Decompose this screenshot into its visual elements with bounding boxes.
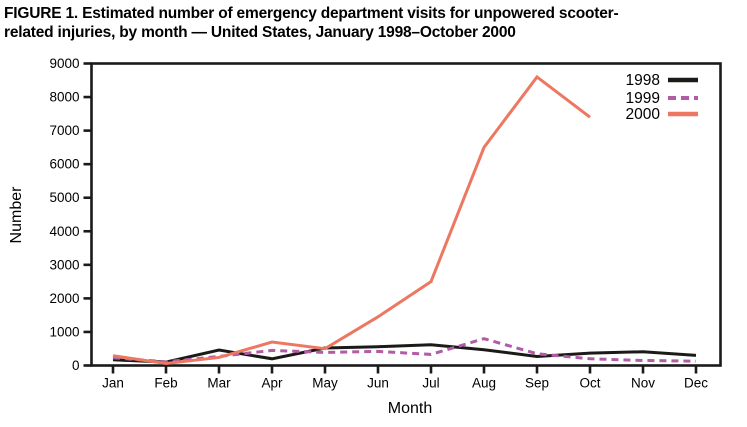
x-axis-tick-label: Feb — [154, 376, 177, 391]
x-axis-tick-label: Apr — [261, 376, 283, 391]
x-axis-tick-label: Jul — [422, 376, 439, 391]
y-axis-title: Number — [8, 186, 25, 244]
y-axis-tick-label: 5000 — [49, 190, 79, 205]
legend-label-1999: 1999 — [626, 90, 660, 107]
x-axis-tick-label: Nov — [631, 376, 655, 391]
y-axis-tick-label: 0 — [72, 358, 80, 373]
legend-label-2000: 2000 — [626, 106, 661, 123]
figure-title-line2: related injuries, by month — United Stat… — [4, 24, 516, 41]
x-axis-tick-label: Aug — [472, 376, 496, 391]
legend-label-1998: 1998 — [626, 72, 660, 89]
x-axis-tick-label: Dec — [684, 376, 708, 391]
figure-title: FIGURE 1. Estimated number of emergency … — [4, 4, 744, 42]
y-axis-tick-label: 4000 — [49, 224, 79, 239]
y-axis-tick-label: 6000 — [49, 157, 79, 172]
figure-title-line1: FIGURE 1. Estimated number of emergency … — [4, 5, 619, 22]
y-axis-tick-label: 3000 — [49, 257, 79, 272]
plot-frame — [90, 62, 722, 367]
y-axis-tick-label: 2000 — [49, 291, 79, 306]
x-axis-tick-label: Oct — [579, 376, 600, 391]
x-axis-tick-label: Mar — [207, 376, 231, 391]
y-axis-tick-label: 9000 — [49, 56, 79, 71]
y-axis-tick-label: 1000 — [49, 324, 79, 339]
series-line-1998 — [112, 343, 697, 364]
y-axis-tick-label: 8000 — [49, 90, 79, 105]
x-axis-tick-label: Jun — [367, 376, 389, 391]
x-axis-tick-label: Sep — [525, 376, 549, 391]
y-axis-tick-label: 7000 — [49, 123, 79, 138]
series-line-2000 — [112, 74, 591, 365]
x-axis-title: Month — [388, 400, 432, 417]
x-axis-tick-label: May — [312, 376, 338, 391]
x-axis-tick-label: Jan — [102, 376, 124, 391]
